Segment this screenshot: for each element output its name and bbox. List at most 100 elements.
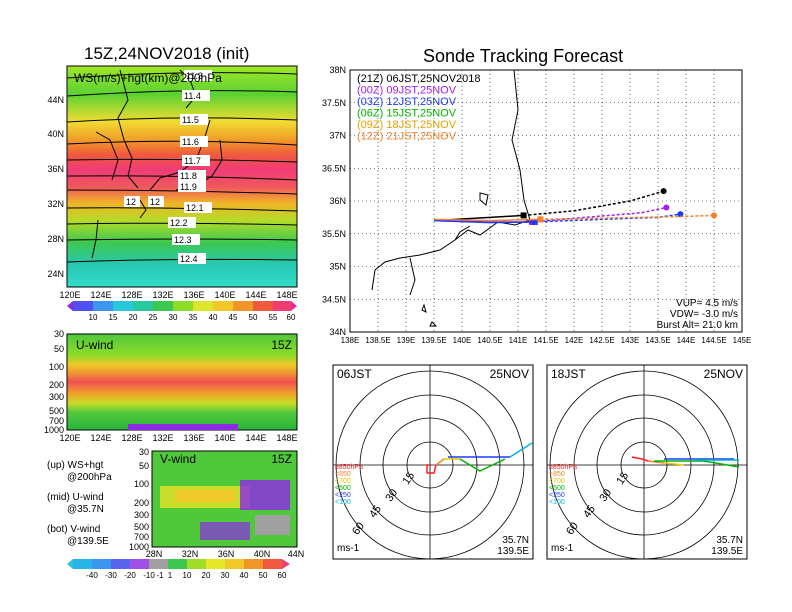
burst-marker [537, 216, 544, 223]
track-lon-tick: 141.5E [533, 336, 558, 345]
svg-text:500: 500 [49, 406, 64, 416]
hodo-level-legend: ≥850hPa [549, 464, 577, 471]
hodo-ring-label: 45 [581, 503, 598, 520]
track-lon-tick: 139.5E [421, 336, 446, 345]
track-legend-item: (03Z) 12JST,25NOV [357, 96, 457, 108]
track-legend-item: (00Z) 09JST,25NOV [357, 85, 457, 97]
lat-tick: 44N [47, 95, 64, 105]
svg-text:36N: 36N [218, 549, 235, 559]
hodo-level-legend: <850 [335, 471, 351, 478]
track-lat-tick: 38N [329, 65, 346, 75]
lon-tick: 136E [183, 290, 204, 300]
svg-text:-40: -40 [86, 571, 98, 580]
svg-text:60: 60 [287, 313, 296, 322]
track-lon-tick: 143.5E [645, 336, 670, 345]
svg-text:50: 50 [249, 313, 258, 322]
lon-tick: 124E [90, 290, 111, 300]
svg-text:20: 20 [202, 571, 211, 580]
svg-text:700: 700 [49, 416, 64, 426]
lat-tick: 28N [47, 234, 64, 244]
hodo-trace [654, 460, 740, 468]
svg-text:10: 10 [183, 571, 192, 580]
hodo-ring-label: 15 [400, 470, 417, 487]
svg-text:30: 30 [54, 329, 64, 339]
track-lat-tick: 36N [329, 196, 346, 206]
contour-label: 11.8 [180, 171, 197, 181]
svg-text:200: 200 [134, 498, 149, 508]
map-inner-label: WS(m/s)+hgt(km)@200hPa [74, 71, 222, 85]
hodo-level-legend: <700 [335, 478, 351, 485]
hodo-ring-label: 60 [564, 520, 581, 537]
svg-text:U-wind: U-wind [76, 338, 113, 352]
track-line-descent [523, 190, 664, 217]
hodo-ring-label: 30 [383, 487, 400, 504]
hodo-time: 18JST [551, 367, 586, 381]
ws-colorbar: 10 15 20 25 30 35 40 45 50 55 60 [67, 301, 297, 322]
hodo-level-legend: ≥850hPa [335, 464, 363, 471]
landing-marker [663, 204, 670, 211]
hodo-ring-label: 30 [597, 487, 614, 504]
hodo-trace [631, 456, 649, 462]
track-lon-tick: 140E [453, 336, 472, 345]
info-burst: Burst Alt= 21.0 km [657, 320, 738, 331]
hodo-level-legend: <100 [549, 499, 565, 506]
svg-text:136E: 136E [183, 433, 204, 443]
hodo-level-legend: <500 [335, 485, 351, 492]
hodo-ring-label: 45 [367, 503, 384, 520]
hodo-lat: 35.7N [502, 535, 529, 546]
svg-text:44N: 44N [288, 549, 305, 559]
track-lat-tick: 34N [329, 327, 346, 337]
svg-text:300: 300 [134, 510, 149, 520]
svg-text:@139.5E: @139.5E [67, 536, 109, 547]
contour-label: 11.6 [182, 137, 199, 147]
svg-text:-1: -1 [156, 571, 164, 580]
hodo-level-legend: <250 [335, 492, 351, 499]
track-lon-tick: 142E [565, 336, 584, 345]
svg-text:-30: -30 [105, 571, 117, 580]
svg-text:144E: 144E [245, 433, 266, 443]
hodo-date: 25NOV [704, 367, 743, 381]
hodo-ring [573, 394, 715, 536]
hodo-lat: 35.7N [716, 535, 743, 546]
track-lat-tick: 35N [329, 262, 346, 272]
svg-text:32N: 32N [182, 549, 199, 559]
lon-tick: 128E [121, 290, 142, 300]
hodo-ring [549, 370, 739, 560]
track-lon-tick: 138.5E [365, 336, 390, 345]
svg-text:40: 40 [209, 313, 218, 322]
svg-text:20: 20 [129, 313, 138, 322]
lat-tick: 32N [47, 199, 64, 209]
svg-text:500: 500 [134, 522, 149, 532]
hodo-lon: 139.5E [711, 546, 743, 557]
hodo-ring [335, 370, 525, 560]
contour-label: 12.3 [174, 235, 192, 245]
hodo-ring [406, 441, 454, 489]
svg-text:60: 60 [278, 571, 287, 580]
contour-label: 11.9 [180, 182, 197, 192]
hodo-ring [620, 441, 668, 489]
svg-text:200: 200 [49, 380, 64, 390]
info-vdw: VDW= -3.0 m/s [670, 309, 738, 320]
svg-text:50: 50 [259, 571, 268, 580]
svg-text:10: 10 [89, 313, 98, 322]
landing-marker [677, 211, 684, 218]
svg-text:30: 30 [139, 447, 149, 457]
hodo-lon: 139.5E [497, 546, 529, 557]
contour-label: 11.7 [184, 156, 201, 166]
track-lon-tick: 144E [677, 336, 696, 345]
svg-text:120E: 120E [59, 433, 80, 443]
svg-text:30: 30 [169, 313, 178, 322]
svg-text:132E: 132E [152, 433, 173, 443]
track-line-descent [540, 214, 715, 221]
hodo-ring-label: 15 [614, 470, 631, 487]
svg-text:V-wind: V-wind [160, 452, 196, 466]
svg-text:50: 50 [139, 461, 149, 471]
hodo-unit: ms-1 [337, 543, 360, 554]
track-lon-tick: 145E [733, 336, 752, 345]
track-legend-item: (21Z) 06JST,25NOV2018 [357, 73, 481, 85]
track-legend-item: (09Z) 18JST,25NOV [357, 119, 457, 131]
lon-tick: 120E [59, 290, 80, 300]
contour-label: 11.5 [182, 115, 199, 125]
